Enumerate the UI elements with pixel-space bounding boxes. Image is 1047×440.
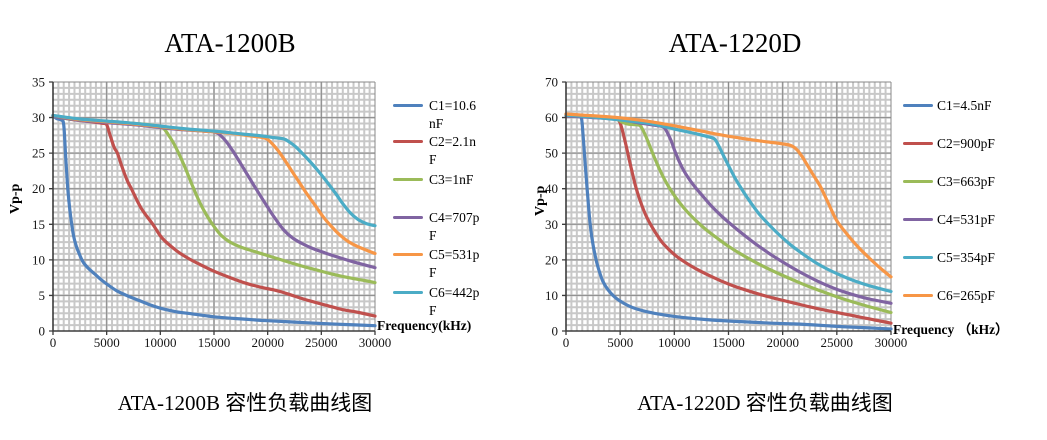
series-curve-c1 <box>51 113 377 328</box>
chart-title-1200b: ATA-1200B <box>164 28 296 58</box>
legend-label-c4: C4=531pF <box>937 212 995 227</box>
y-tick-label: 30 <box>545 217 558 232</box>
y-tick-label: 0 <box>39 324 46 339</box>
y-tick-label: 40 <box>545 181 558 196</box>
y-tick-label: 60 <box>545 110 558 125</box>
series-curve-c3 <box>564 113 893 315</box>
x-tick-label: 20000 <box>766 335 799 350</box>
y-tick-label: 10 <box>32 252 45 267</box>
chart-caption-1200b: ATA-1200B 容性负载曲线图 <box>117 391 373 415</box>
y-tick-label: 30 <box>32 110 45 125</box>
legend-swatch-c5 <box>903 256 933 260</box>
legend-label-c5: C5=531p F <box>429 247 480 280</box>
legend-label-c1: C1=10.6 nF <box>429 98 476 131</box>
y-tick-label: 50 <box>545 146 558 161</box>
x-tick-label: 30000 <box>359 335 392 350</box>
x-tick-label: 5000 <box>607 335 633 350</box>
y-tick-label: 20 <box>545 252 558 267</box>
legend-label-c3: C3=1nF <box>429 172 474 187</box>
legend-swatch-c4 <box>393 216 423 220</box>
chart-title-1220d: ATA-1220D <box>668 28 802 58</box>
series-curve-c2 <box>51 114 377 318</box>
y-tick-label: 35 <box>32 75 45 90</box>
legend-label-c6: C6=265pF <box>937 288 995 303</box>
legend-swatch-c1 <box>903 104 933 108</box>
x-tick-label: 5000 <box>94 335 120 350</box>
legend-label-c2: C2=900pF <box>937 136 995 151</box>
series-curve-c5 <box>564 113 893 294</box>
legend-swatch-c3 <box>903 180 933 184</box>
x-tick-label: 15000 <box>712 335 745 350</box>
y-tick-label: 20 <box>32 181 45 196</box>
legend-label-c2: C2=2.1n F <box>429 134 476 167</box>
x-tick-label: 15000 <box>198 335 231 350</box>
chart-ata-1200b: 0 5000 10000 15000 20000 25000 30000 35 30 25 20 15… <box>0 0 523 440</box>
legend-label-c6: C6=442p F <box>429 285 480 318</box>
x-axis-title-1220d: Frequency （kHz） <box>893 322 1009 337</box>
y-tick-label: 15 <box>32 217 45 232</box>
x-tick-label: 30000 <box>875 335 908 350</box>
chart-caption-1220d: ATA-1220D 容性负载曲线图 <box>637 391 893 415</box>
y-tick-label: 10 <box>545 288 558 303</box>
series-curve-c2 <box>564 113 893 325</box>
legend-swatch-c5 <box>393 253 423 257</box>
x-tick-label: 0 <box>563 335 570 350</box>
y-tick-label: 25 <box>32 146 45 161</box>
legend-label-c5: C5=354pF <box>937 250 995 265</box>
series-curve-c6 <box>564 112 893 279</box>
legend-swatch-c6 <box>903 294 933 298</box>
plot-ata-1220d: 0 5000 10000 15000 20000 25000 30000 70 60 50 40 30… <box>545 75 908 351</box>
legend-swatch-c6 <box>393 291 423 295</box>
x-tick-label: 0 <box>50 335 57 350</box>
y-tick-label: 0 <box>552 324 559 339</box>
y-axis-title-1200b: Vp-p <box>8 183 23 214</box>
tick-marks <box>562 81 892 335</box>
legend-swatch-c2 <box>903 142 933 146</box>
x-tick-label: 25000 <box>821 335 854 350</box>
tick-marks <box>49 81 376 335</box>
y-axis-title-1220d: Vp-p <box>533 185 548 216</box>
legend-swatch-c1 <box>393 104 423 108</box>
x-tick-label: 25000 <box>305 335 338 350</box>
series-curve-c6 <box>51 113 377 228</box>
x-tick-label: 10000 <box>144 335 177 350</box>
legend-label-c1: C1=4.5nF <box>937 98 992 113</box>
series-curve-c1 <box>564 112 893 331</box>
y-tick-label: 70 <box>545 75 558 90</box>
chart-ata-1220d: 0 5000 10000 15000 20000 25000 30000 70 60 50 40 30… <box>523 0 1047 440</box>
legend-swatch-c4 <box>903 218 933 222</box>
legend-label-c4: C4=707p F <box>429 210 480 243</box>
legend-swatch-c2 <box>393 140 423 144</box>
x-tick-label: 20000 <box>251 335 284 350</box>
legend-label-c3: C3=663pF <box>937 174 995 189</box>
y-tick-label: 5 <box>39 288 46 303</box>
x-tick-label: 10000 <box>658 335 691 350</box>
x-axis-title-1200b: Frequency(kHz) <box>377 318 472 333</box>
plot-ata-1200b: 0 5000 10000 15000 20000 25000 30000 35 30 25 20 15… <box>32 75 392 351</box>
legend-swatch-c3 <box>393 178 423 182</box>
